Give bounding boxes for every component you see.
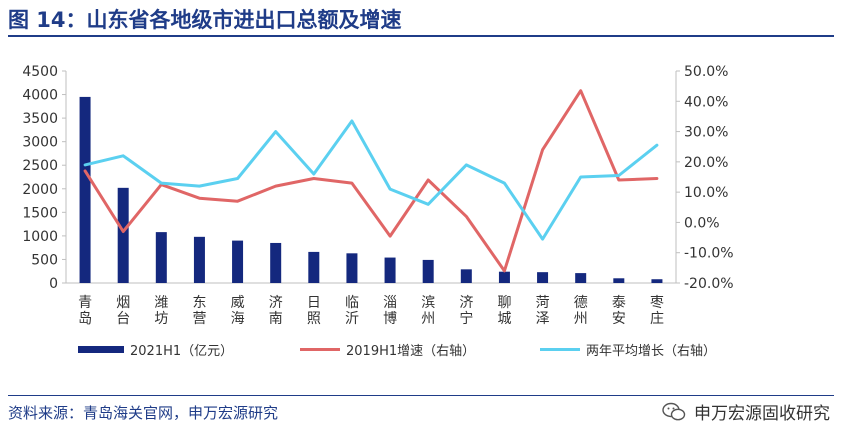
category-label: 威海 — [231, 295, 245, 327]
chart-legend: 2021H1（亿元） 2019H1增速（右轴） 两年平均增长（右轴） — [0, 340, 842, 360]
bar-淄博 — [384, 257, 396, 283]
right-tick-label: -10.0% — [684, 246, 734, 262]
bar-滨州 — [422, 259, 434, 283]
right-tick-label: -20.0% — [684, 276, 734, 292]
category-label: 德州 — [574, 295, 588, 327]
left-tick-label: 2500 — [22, 158, 58, 174]
bar-德州 — [575, 273, 587, 283]
legend-swatch-growth-2yr — [540, 348, 580, 351]
legend-swatch-bar — [78, 346, 124, 353]
category-label: 临沂 — [345, 295, 359, 327]
left-tick-label: 1500 — [22, 205, 58, 221]
line-growth-2yr — [83, 119, 659, 241]
category-label: 淄博 — [383, 295, 397, 327]
left-tick-label: 2000 — [22, 182, 58, 198]
watermark: 申万宏源固收研究 — [662, 399, 830, 424]
title-divider — [8, 35, 834, 37]
bar-临沂 — [346, 253, 358, 283]
right-tick-label: 0.0% — [684, 215, 720, 231]
watermark-text: 申万宏源固收研究 — [694, 404, 830, 424]
legend-item-bar: 2021H1（亿元） — [78, 340, 233, 359]
category-label: 东营 — [192, 295, 206, 327]
bar-济宁 — [460, 269, 472, 283]
combo-chart: 0 500 1000 1500 2000 2500 3000 3500 4000 4500 -20.… — [22, 64, 734, 327]
legend-label-growth-2yr: 两年平均增长（右轴） — [586, 344, 717, 359]
right-tick-label: 20.0% — [684, 155, 728, 171]
bar-泰安 — [613, 278, 625, 283]
bar-威海 — [232, 240, 244, 283]
right-tick-label: 10.0% — [684, 185, 728, 201]
bar-东营 — [193, 236, 205, 283]
legend-label-growth-2019: 2019H1增速（右轴） — [346, 344, 476, 359]
left-tick-label: 1000 — [22, 229, 58, 245]
legend-label-bar: 2021H1（亿元） — [130, 344, 234, 359]
left-tick-label: 4000 — [22, 88, 58, 104]
line-growth-2019 — [83, 89, 659, 273]
left-tick-label: 4500 — [22, 64, 58, 80]
bar-烟台 — [117, 187, 129, 283]
bar-青岛 — [79, 96, 91, 284]
category-label: 枣庄 — [650, 295, 664, 327]
category-label: 烟台 — [116, 295, 130, 327]
source-note: 资料来源：青岛海关官网，申万宏源研究 — [8, 404, 279, 422]
figure-title: 图 14：山东省各地级市进出口总额及增速 — [8, 8, 402, 32]
bar-菏泽 — [537, 272, 549, 283]
bar-济南 — [270, 242, 282, 283]
bar-聊城 — [498, 271, 510, 283]
category-label: 聊城 — [497, 295, 511, 327]
left-tick-label: 500 — [31, 252, 58, 268]
right-tick-label: 40.0% — [684, 94, 728, 110]
left-tick-label: 3000 — [22, 135, 58, 151]
category-label: 滨州 — [421, 295, 435, 327]
right-tick-label: 30.0% — [684, 125, 728, 141]
right-tick-label: 50.0% — [684, 64, 728, 80]
wechat-icon — [662, 402, 686, 420]
category-label: 济宁 — [459, 295, 473, 327]
category-label: 泰安 — [612, 295, 626, 327]
category-label: 潍坊 — [154, 295, 168, 327]
left-tick-label: 0 — [49, 276, 58, 292]
bar-枣庄 — [651, 279, 663, 283]
left-tick-label: 3500 — [22, 111, 58, 127]
bar-潍坊 — [155, 232, 167, 283]
legend-item-growth-2yr: 两年平均增长（右轴） — [540, 340, 716, 359]
legend-swatch-growth-2019 — [300, 348, 340, 351]
bottom-divider — [8, 395, 834, 396]
legend-item-growth-2019: 2019H1增速（右轴） — [300, 340, 475, 359]
category-label: 日照 — [307, 295, 321, 327]
category-label: 菏泽 — [536, 295, 550, 327]
bar-日照 — [308, 251, 320, 283]
category-label: 青岛 — [78, 295, 92, 327]
category-label: 济南 — [269, 295, 283, 327]
